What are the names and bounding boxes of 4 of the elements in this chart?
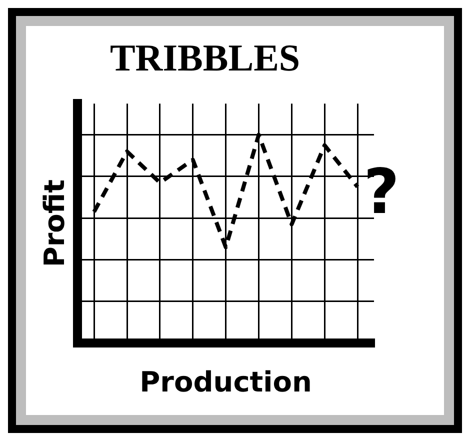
annotation: ?	[364, 154, 400, 228]
y-axis-title: Profit	[38, 179, 72, 268]
x-axis-title: Production	[140, 365, 312, 398]
chart-title: TRIBBLES	[110, 38, 300, 80]
